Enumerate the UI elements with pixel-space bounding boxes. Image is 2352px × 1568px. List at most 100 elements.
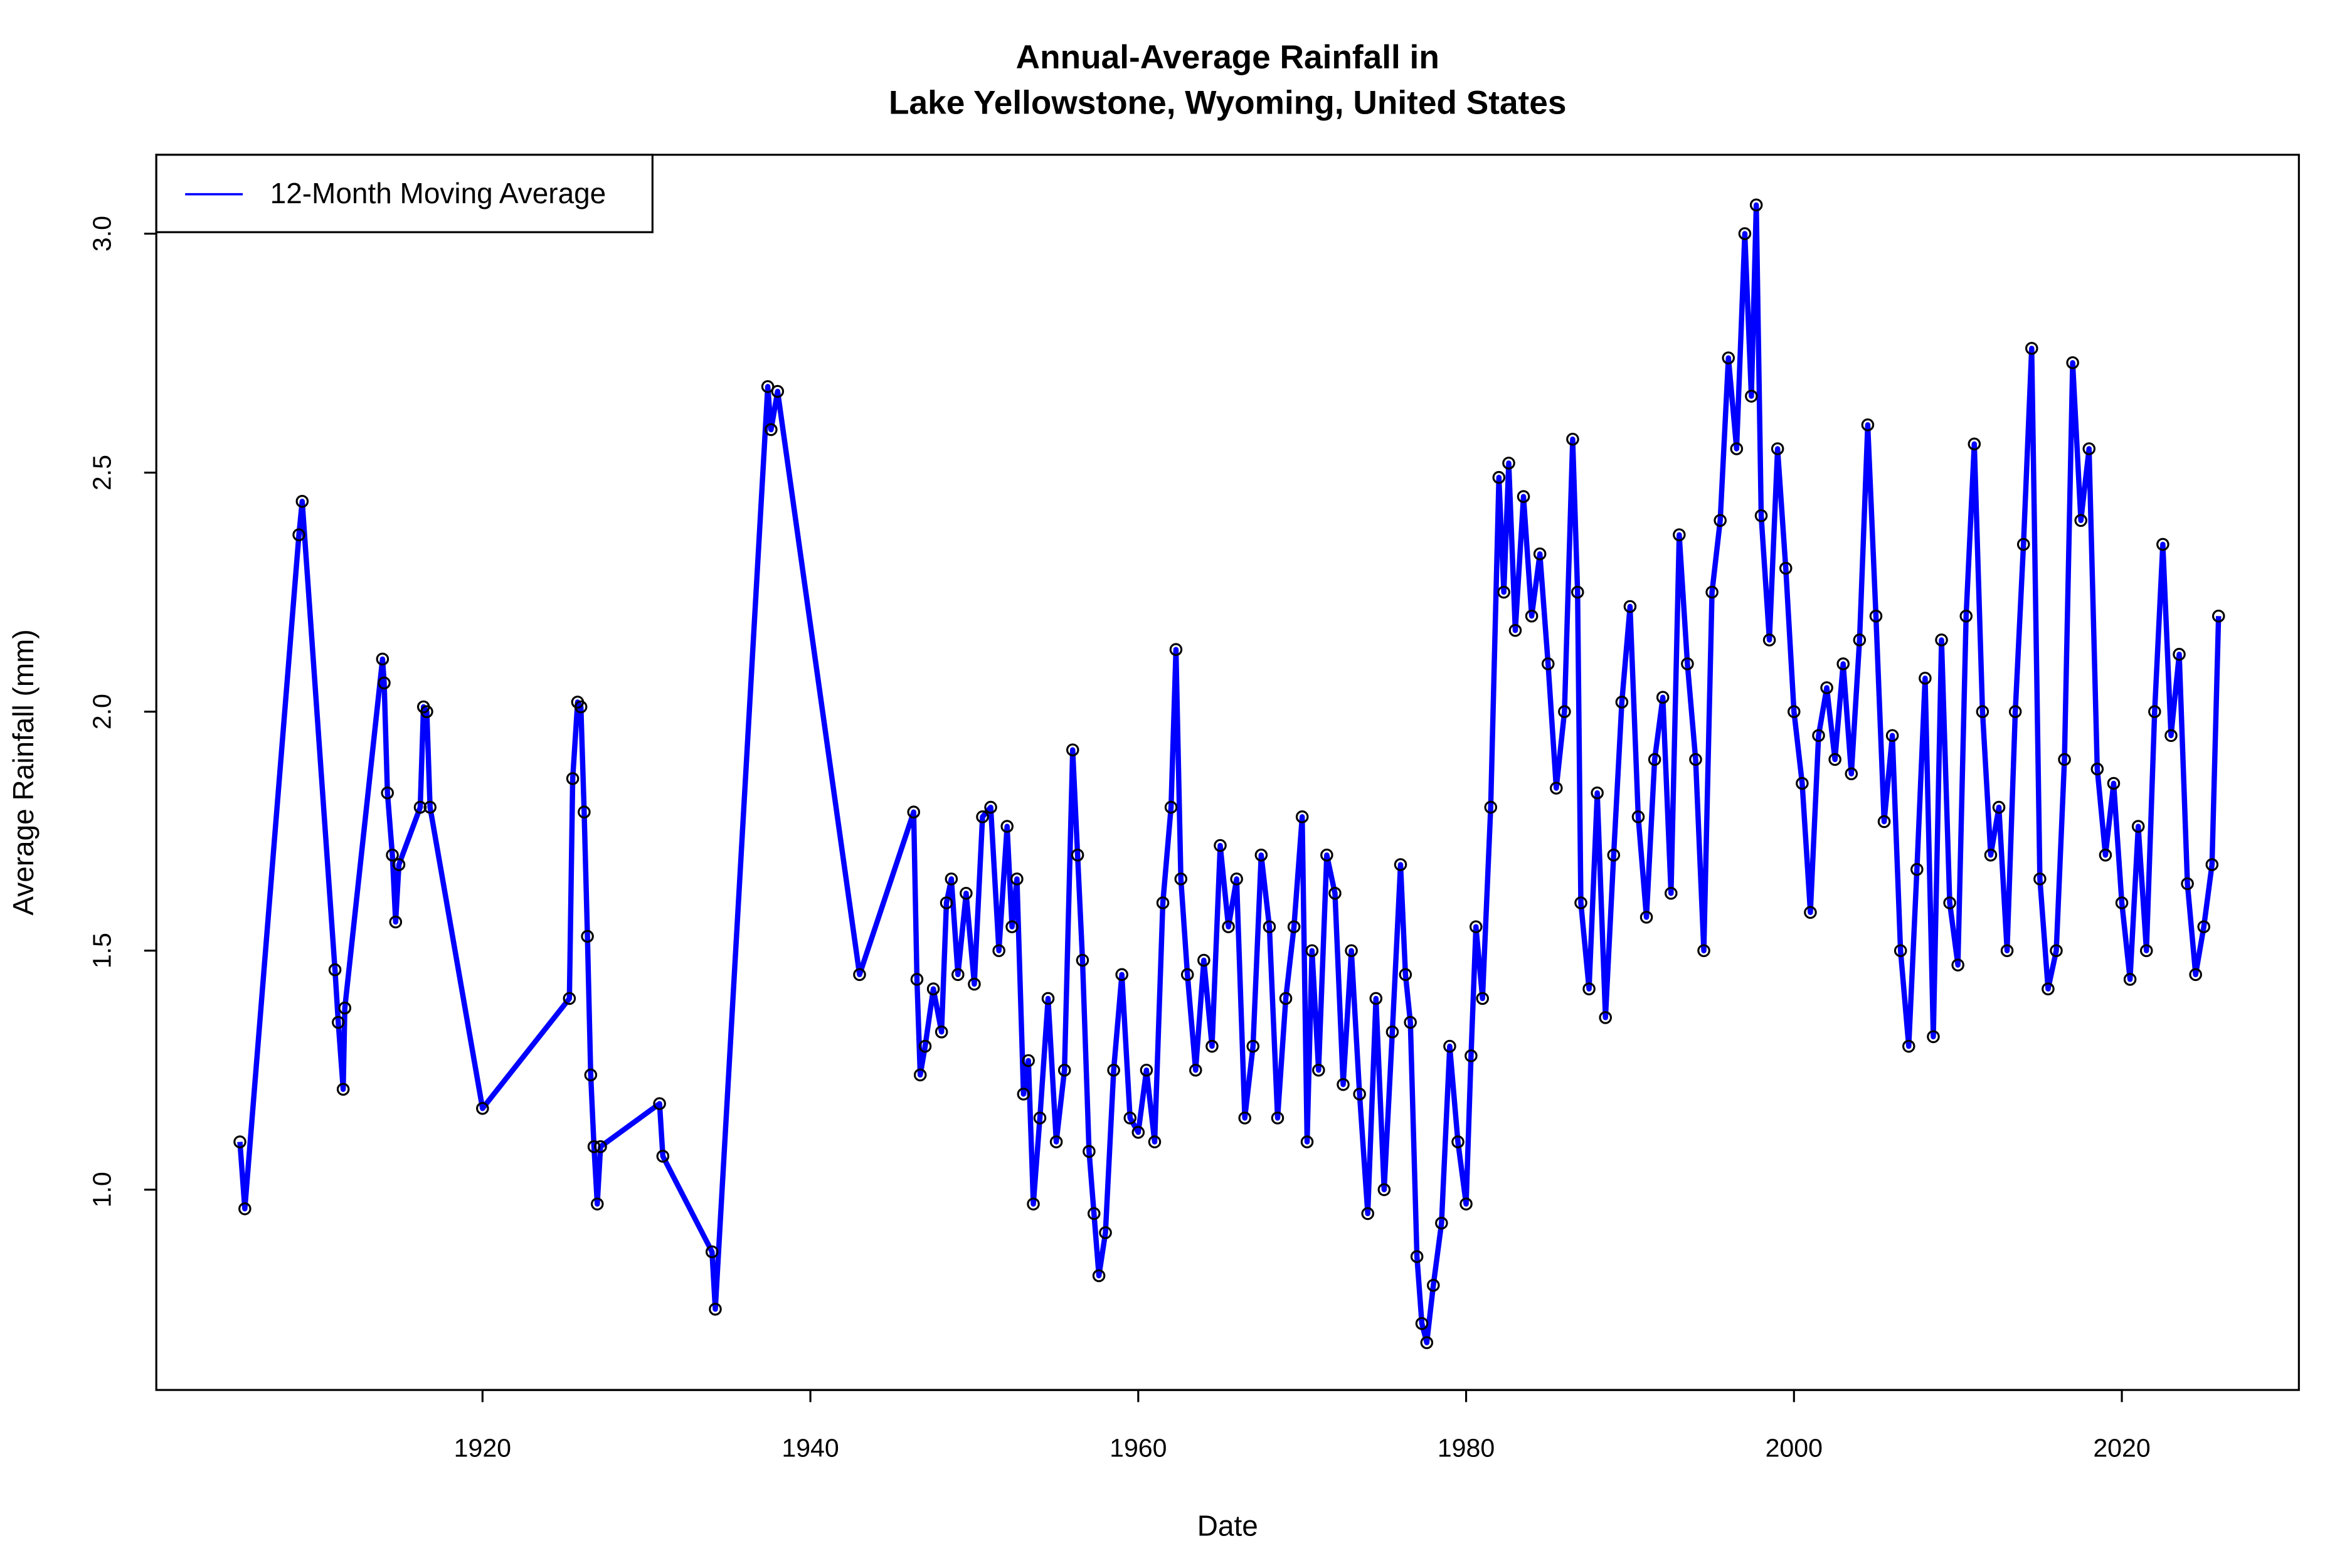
- data-point: [2115, 896, 2129, 909]
- y-tick-label: 2.0: [88, 694, 117, 729]
- data-point: [1076, 953, 1089, 967]
- data-point: [1820, 681, 1833, 694]
- data-point: [1469, 920, 1483, 933]
- data-point: [1919, 672, 1932, 685]
- data-point: [1279, 992, 1293, 1005]
- data-point: [2107, 776, 2121, 790]
- data-point: [2131, 820, 2145, 833]
- x-tick-label: 1980: [1438, 1434, 1495, 1463]
- data-point: [2074, 514, 2087, 527]
- data-point: [1476, 992, 1489, 1005]
- data-point: [1730, 442, 1744, 455]
- data-point: [233, 1135, 246, 1148]
- data-point: [1156, 896, 1170, 909]
- data-point: [1459, 1197, 1473, 1210]
- data-point: [2148, 705, 2161, 718]
- data-point: [1027, 1197, 1040, 1210]
- data-point: [1902, 1039, 1915, 1053]
- data-point: [1951, 958, 1964, 972]
- data-point: [1140, 1063, 1153, 1077]
- data-point: [1591, 786, 1604, 800]
- data-point: [1517, 490, 1530, 503]
- data-point: [1984, 849, 1998, 862]
- x-tick-label: 2020: [2093, 1434, 2150, 1463]
- data-point: [1197, 953, 1210, 967]
- data-point: [1745, 389, 1758, 403]
- data-point: [413, 800, 427, 814]
- x-tick-label: 2000: [1766, 1434, 1823, 1463]
- data-point: [2066, 356, 2079, 369]
- data-point: [1287, 920, 1301, 933]
- data-point: [381, 786, 395, 800]
- data-point: [2212, 609, 2225, 623]
- data-point: [1205, 1039, 1219, 1053]
- data-point: [1404, 1015, 1417, 1029]
- data-point: [587, 1140, 601, 1153]
- data-point: [574, 700, 588, 714]
- x-tick-label: 1920: [454, 1434, 511, 1463]
- data-point: [1631, 810, 1645, 824]
- data-point: [1992, 800, 2006, 814]
- data-point: [771, 384, 785, 398]
- data-point: [1465, 1049, 1478, 1062]
- data-point: [1443, 1039, 1456, 1053]
- data-point: [2090, 762, 2104, 776]
- data-point: [1022, 1054, 1035, 1067]
- data-point: [1420, 1336, 1434, 1349]
- data-point: [2173, 647, 2186, 661]
- data-point: [1788, 705, 1801, 718]
- data-point: [1131, 1126, 1145, 1139]
- data-point: [2156, 538, 2169, 551]
- data-point: [1550, 781, 1563, 795]
- data-point: [1828, 753, 1841, 766]
- data-point: [1214, 839, 1227, 852]
- data-point: [1426, 1278, 1440, 1292]
- data-point: [2008, 705, 2022, 718]
- data-point: [709, 1303, 722, 1316]
- data-point: [2181, 877, 2194, 891]
- data-point: [578, 805, 591, 818]
- data-point: [1000, 820, 1014, 833]
- data-point: [913, 1068, 927, 1082]
- data-point: [2099, 849, 2112, 862]
- data-point: [761, 380, 775, 393]
- data-point: [1230, 872, 1243, 886]
- data-point: [1853, 633, 1867, 647]
- data-point: [1410, 1250, 1424, 1263]
- data-point: [968, 977, 981, 991]
- data-point: [1169, 643, 1183, 656]
- data-point: [1295, 810, 1309, 824]
- data-point: [1935, 633, 1948, 647]
- data-point: [1254, 849, 1268, 862]
- data-point: [566, 772, 580, 785]
- data-point: [1066, 743, 1079, 756]
- data-point: [1083, 1145, 1096, 1158]
- data-point: [1749, 198, 1763, 212]
- data-point: [389, 915, 403, 929]
- data-point: [656, 1150, 670, 1163]
- data-point: [1910, 862, 1924, 876]
- data-point: [1399, 968, 1412, 982]
- y-axis-label: Average Rainfall (mm): [7, 629, 40, 915]
- data-line: [237, 202, 2222, 1345]
- data-point: [910, 973, 924, 986]
- y-tick-label: 1.5: [88, 933, 117, 968]
- data-point: [584, 1068, 598, 1082]
- data-point: [1615, 696, 1629, 709]
- data-point: [1174, 872, 1188, 886]
- data-point: [1087, 1207, 1101, 1221]
- data-point: [1041, 992, 1055, 1005]
- data-point: [1722, 351, 1735, 364]
- data-point: [1033, 1111, 1047, 1125]
- y-tick-label: 3.0: [88, 216, 117, 252]
- data-point: [1558, 705, 1571, 718]
- data-point: [1861, 418, 1875, 432]
- x-tick-label: 1940: [781, 1434, 839, 1463]
- data-point: [2025, 342, 2038, 355]
- data-point: [1771, 442, 1784, 455]
- data-point: [1762, 633, 1776, 647]
- data-point: [1337, 1078, 1350, 1091]
- data-point: [1353, 1088, 1366, 1101]
- data-point: [1927, 1030, 1940, 1044]
- data-point: [1271, 1111, 1285, 1125]
